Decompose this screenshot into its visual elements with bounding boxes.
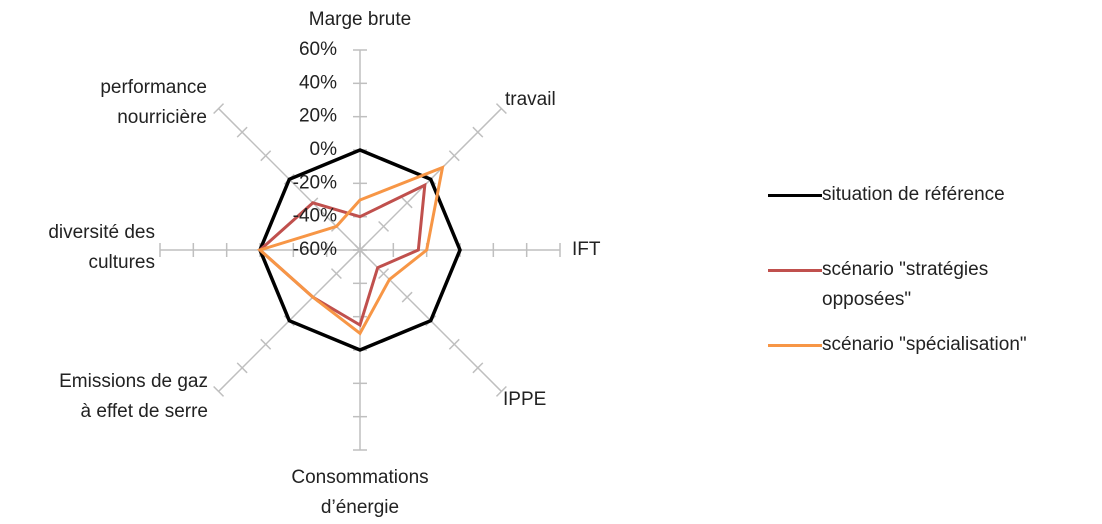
category-label: Emissions de gaz à effet de serre	[59, 371, 208, 422]
y-tick-label: -20%	[293, 172, 337, 193]
category-label: diversité des cultures	[48, 222, 155, 273]
legend-label: scénario "stratégies opposées"	[822, 259, 989, 310]
series-line	[258, 148, 462, 352]
tick-mark	[378, 220, 390, 232]
legend-label: scénario "spécialisation"	[822, 334, 1027, 355]
tick-mark	[472, 362, 484, 374]
tick-mark	[260, 338, 272, 350]
tick-mark	[354, 244, 366, 256]
y-tick-label: 20%	[299, 106, 337, 127]
series-line	[257, 182, 427, 328]
y-tick-label: 40%	[299, 72, 337, 93]
category-label: Consommations d’énergie	[291, 467, 429, 518]
y-tick-label: 60%	[299, 39, 337, 60]
category-label: performance nourricière	[100, 77, 207, 128]
tick-mark	[378, 268, 390, 280]
category-label: travail	[505, 89, 556, 110]
legend-item: scénario "spécialisation"	[768, 330, 1077, 360]
y-tick-label: -60%	[293, 239, 337, 260]
tick-mark	[401, 291, 413, 303]
tick-mark	[448, 338, 460, 350]
tick-mark	[236, 362, 248, 374]
legend-swatch	[768, 194, 822, 197]
y-tick-label: 0%	[310, 139, 338, 160]
category-label: Marge brute	[308, 9, 412, 30]
tick-mark	[330, 268, 342, 280]
category-label: IPPE	[503, 389, 547, 410]
legend-swatch	[768, 269, 822, 272]
tick-mark	[472, 126, 484, 138]
series-line	[257, 165, 445, 336]
tick-mark	[213, 385, 225, 397]
tick-mark	[401, 197, 413, 209]
tick-mark	[236, 126, 248, 138]
tick-mark	[495, 103, 507, 115]
y-tick-label: -40%	[293, 206, 337, 227]
legend-swatch	[768, 344, 822, 347]
legend-item: situation de référence	[768, 180, 1077, 210]
legend-label: situation de référence	[822, 184, 1005, 205]
tick-mark	[495, 385, 507, 397]
tick-mark	[448, 150, 460, 162]
tick-mark	[260, 150, 272, 162]
category-label: IFT	[572, 239, 601, 260]
tick-mark	[213, 103, 225, 115]
legend-item: scénario "stratégies opposées"	[768, 255, 1077, 315]
